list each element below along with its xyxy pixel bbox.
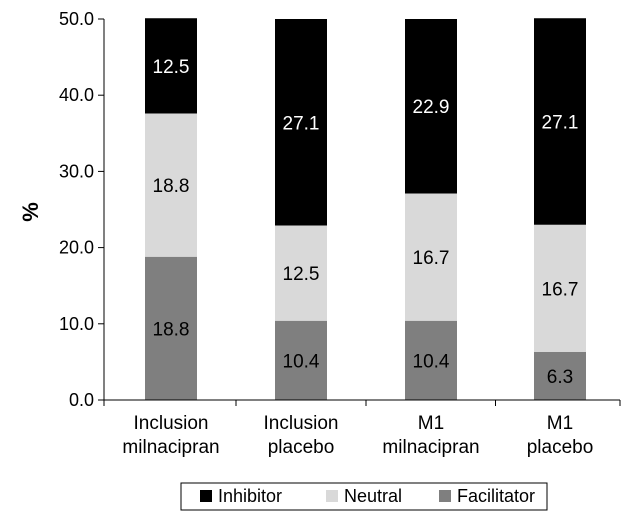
y-tick-label: 40.0 <box>59 85 94 105</box>
data-label-inhibitor-4: 27.1 <box>542 112 579 133</box>
bar-neutral-1 <box>145 113 197 257</box>
legend-swatch-neutral <box>326 490 338 502</box>
y-tick-label: 0.0 <box>69 390 94 410</box>
bar-inhibitor-3 <box>405 19 457 194</box>
bar-facilitator-1 <box>145 256 197 400</box>
y-tick-label: 10.0 <box>59 314 94 334</box>
x-category-label-2: Inclusion placebo <box>264 413 339 458</box>
x-category-label-4: M1 placebo <box>527 413 594 458</box>
bar-neutral-4 <box>534 224 586 352</box>
x-category-label-3: M1 milnacipran <box>382 413 479 458</box>
legend-label-inhibitor: Inhibitor <box>218 486 282 506</box>
data-label-facilitator-3: 10.4 <box>413 351 450 372</box>
bar-inhibitor-2 <box>275 19 327 226</box>
y-tick-label: 50.0 <box>59 9 94 29</box>
data-label-neutral-1: 18.8 <box>153 176 190 197</box>
x-axis: Inclusion milnacipran Inclusion placebo M1 mi… <box>103 399 621 458</box>
bar-facilitator-2 <box>275 320 327 400</box>
data-label-facilitator-4: 6.3 <box>547 367 573 388</box>
data-label-neutral-4: 16.7 <box>542 279 579 300</box>
bar-inhibitor-1 <box>145 18 197 114</box>
data-label-inhibitor-1: 12.5 <box>153 57 190 78</box>
x-category-label-1: Inclusion milnacipran <box>122 413 219 458</box>
data-label-facilitator-2: 10.4 <box>283 351 320 372</box>
y-axis-label: % <box>18 202 43 222</box>
legend-label-neutral: Neutral <box>344 486 402 506</box>
plot-area: 18.8 18.8 12.5 10.4 12.5 27.1 10.4 16.7 22.9 6.3 1… <box>145 18 586 400</box>
data-label-neutral-2: 12.5 <box>283 264 320 285</box>
legend-box <box>180 482 548 511</box>
data-label-facilitator-1: 18.8 <box>153 319 190 340</box>
legend: Inhibitor Neutral Facilitator <box>180 482 548 511</box>
y-axis: 0.0 10.0 20.0 30.0 40.0 50.0 <box>59 9 105 410</box>
bar-neutral-3 <box>405 193 457 321</box>
bar-facilitator-4 <box>534 351 586 400</box>
legend-swatch-inhibitor <box>200 490 212 502</box>
data-label-inhibitor-3: 22.9 <box>413 97 450 118</box>
bar-neutral-2 <box>275 225 327 321</box>
bar-facilitator-3 <box>405 320 457 400</box>
y-tick-label: 30.0 <box>59 161 94 181</box>
data-label-neutral-3: 16.7 <box>413 248 450 269</box>
legend-swatch-facilitator <box>439 490 451 502</box>
bar-inhibitor-4 <box>534 18 586 225</box>
y-tick-label: 20.0 <box>59 238 94 258</box>
legend-label-facilitator: Facilitator <box>457 486 535 506</box>
data-label-inhibitor-2: 27.1 <box>283 113 320 134</box>
